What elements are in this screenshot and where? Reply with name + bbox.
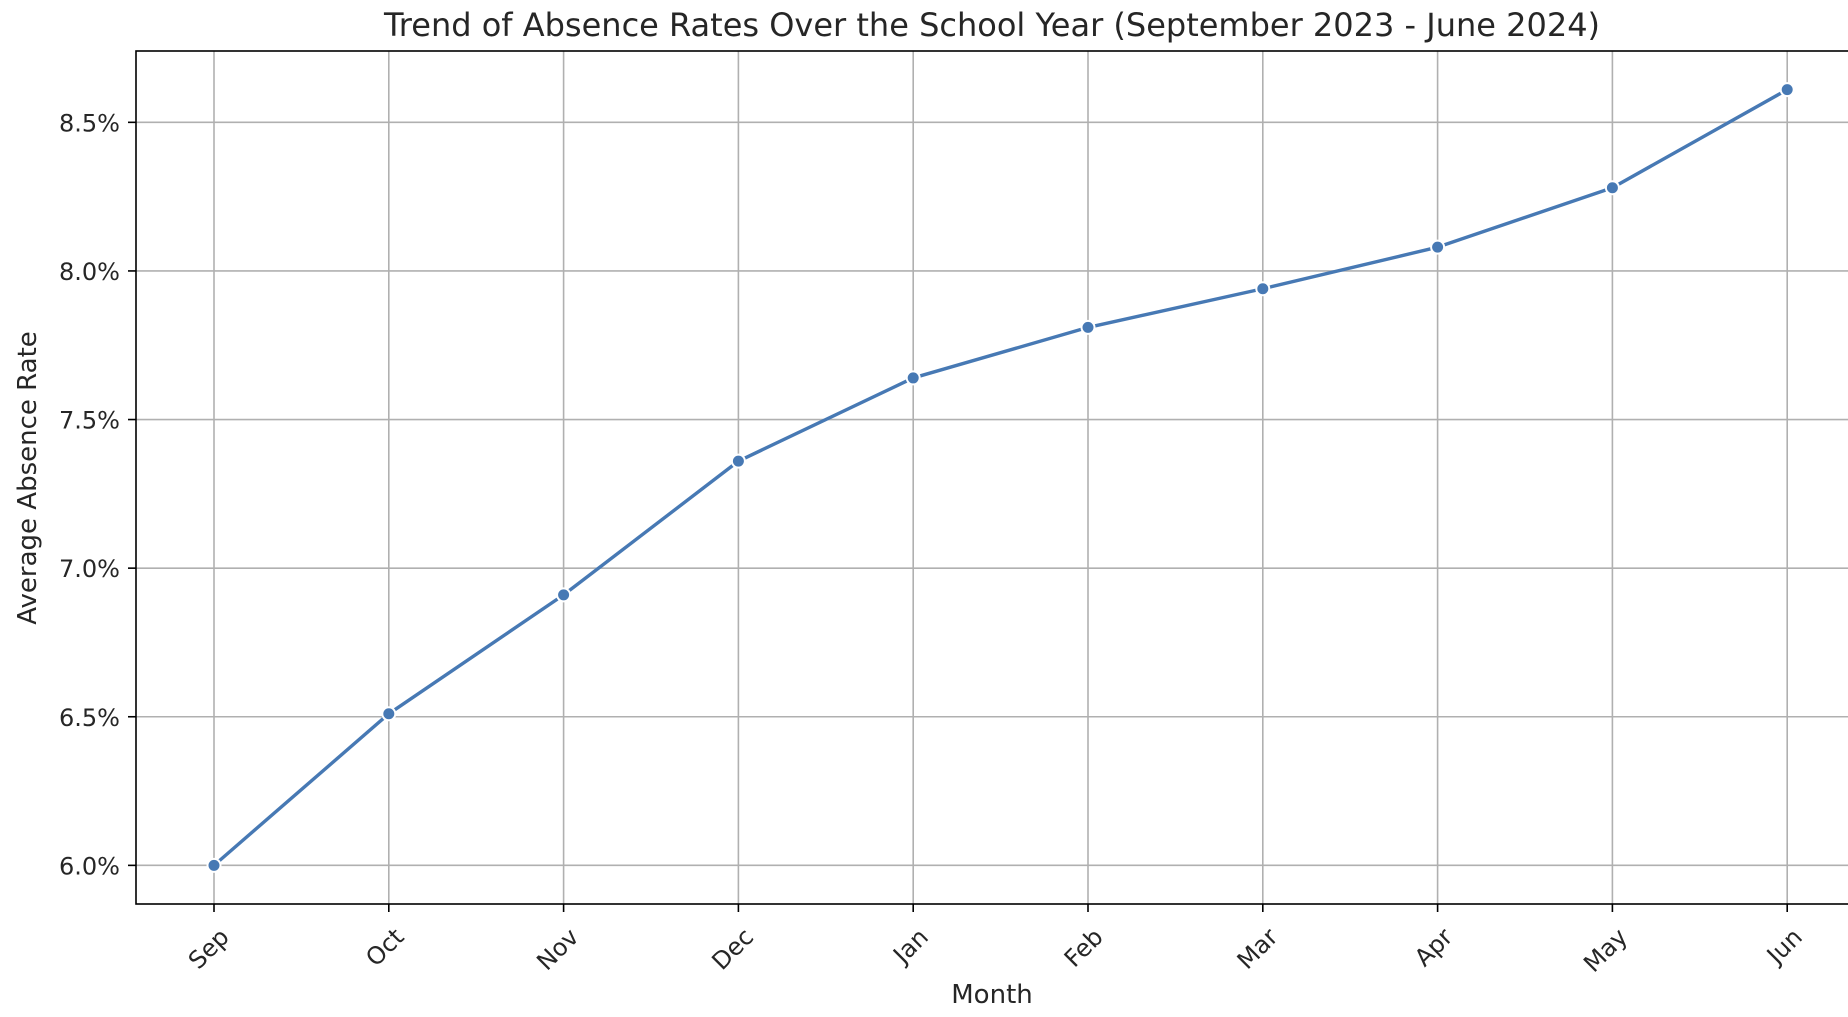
chart-title: Trend of Absence Rates Over the School Y…: [383, 6, 1600, 44]
axis-ticks: Sep Oct Nov Dec Jan Feb Mar Apr May Jun 6.0% 6.5% 7.…: [59, 109, 1808, 977]
y-tick-label: 7.5%: [59, 407, 120, 435]
x-tick-label: Oct: [360, 923, 409, 972]
y-tick-label: 6.5%: [59, 704, 120, 732]
x-tick-label: Apr: [1409, 923, 1458, 972]
data-point: [1080, 319, 1096, 335]
x-tick-label: Jun: [1760, 923, 1808, 971]
y-tick-label: 8.0%: [59, 258, 120, 286]
data-point: [1779, 82, 1795, 98]
x-tick-label: Sep: [183, 923, 235, 975]
x-tick-label: Nov: [531, 923, 584, 976]
y-tick-label: 8.5%: [59, 109, 120, 137]
x-tick-label: May: [1578, 923, 1633, 978]
x-axis-label: Month: [951, 980, 1033, 1010]
data-point: [905, 370, 921, 386]
data-point: [556, 587, 572, 603]
plot-area-frame: [135, 50, 1848, 905]
data-series: [206, 82, 1795, 873]
data-point: [206, 857, 222, 873]
data-point: [1604, 180, 1620, 196]
data-point: [381, 706, 397, 722]
series-line: [212, 87, 1789, 868]
y-axis-label: Average Absence Rate: [13, 331, 43, 625]
data-point: [1255, 281, 1271, 297]
data-point: [730, 453, 746, 469]
data-point: [1430, 239, 1446, 255]
y-tick-label: 6.0%: [59, 852, 120, 880]
grid-lines: [136, 51, 1848, 904]
x-tick-label: Feb: [1059, 923, 1109, 973]
y-tick-label: 7.0%: [59, 555, 120, 583]
x-tick-label: Jan: [887, 923, 934, 970]
x-tick-label: Dec: [706, 923, 759, 976]
x-tick-label: Mar: [1232, 923, 1284, 975]
